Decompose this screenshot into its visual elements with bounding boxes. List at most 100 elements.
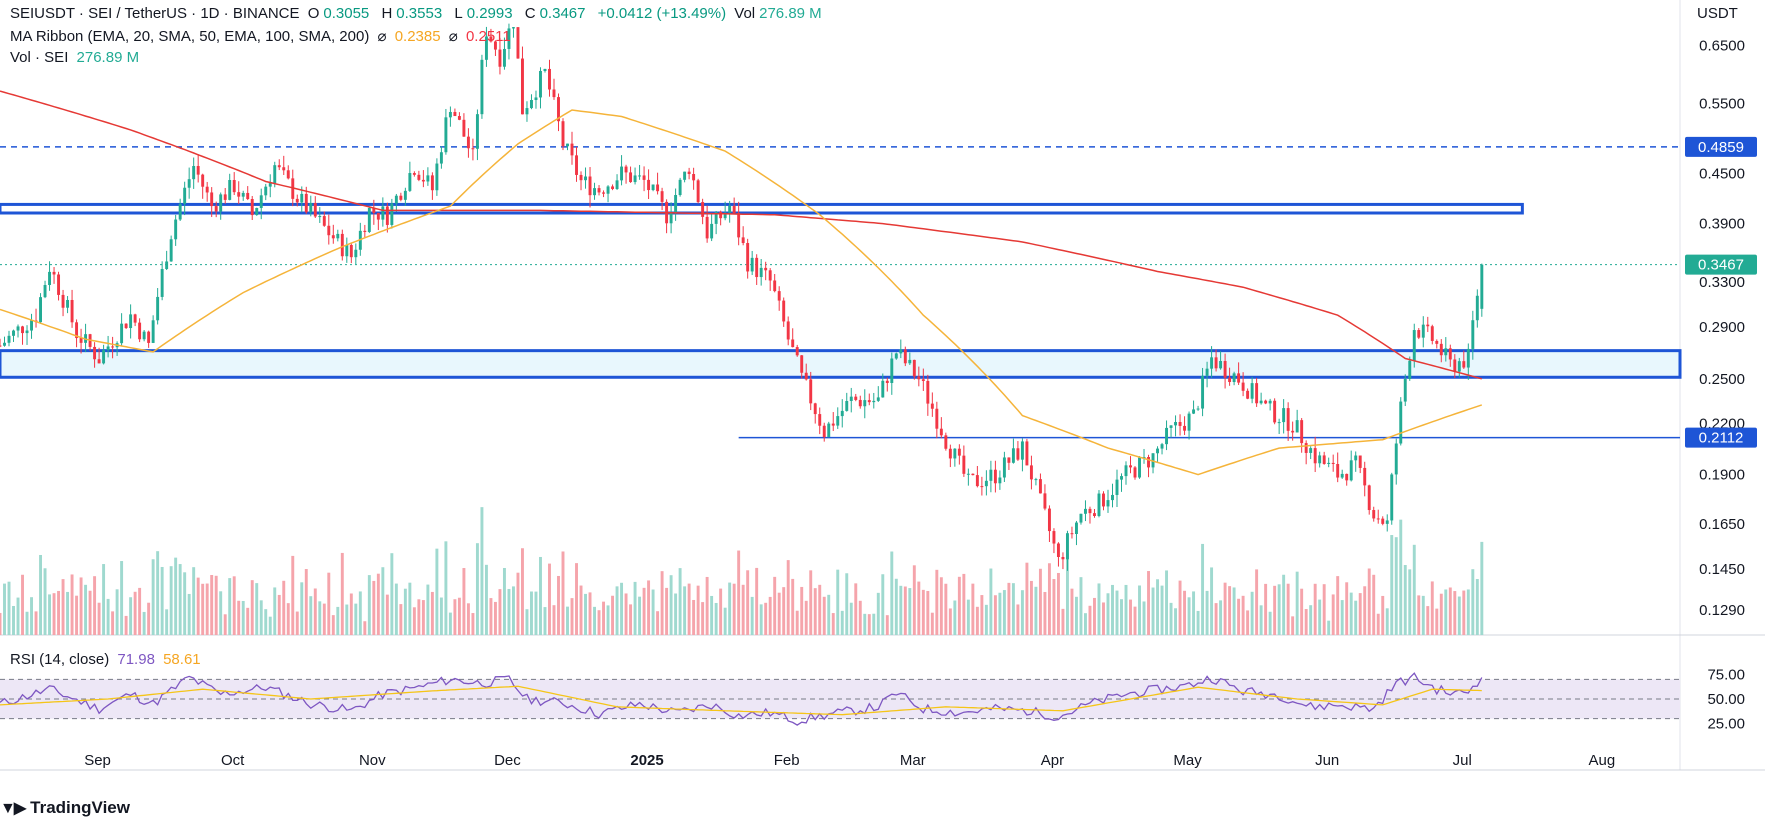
price-level-tag xyxy=(1685,136,1757,157)
volume-bar xyxy=(647,580,651,635)
volume-bar xyxy=(1106,593,1110,635)
candle xyxy=(124,323,128,329)
volume-bar xyxy=(84,584,88,635)
volume-bar xyxy=(795,610,799,635)
candle xyxy=(863,400,867,407)
volume-bar xyxy=(462,568,466,635)
candle xyxy=(385,206,389,225)
volume-bar xyxy=(1056,572,1060,635)
volume-bar xyxy=(746,570,750,635)
candle xyxy=(1354,455,1358,461)
candle xyxy=(466,136,470,149)
ma-value-2: 0.2511 xyxy=(465,28,511,45)
candle xyxy=(1291,430,1295,433)
candle xyxy=(984,480,988,487)
support-resistance-zone xyxy=(0,202,1524,215)
volume-bar xyxy=(696,585,700,635)
time-tick-label: Aug xyxy=(1589,752,1616,769)
price-tick-label: 0.4500 xyxy=(1699,166,1745,183)
rsi-tick-label: 50.00 xyxy=(1707,691,1745,708)
candle xyxy=(1174,421,1178,426)
volume-bar xyxy=(1318,599,1322,635)
rsi-line xyxy=(0,672,1483,726)
volume-bar xyxy=(822,596,826,635)
ma-value-1: 0.2385 xyxy=(394,28,441,45)
volume-bar xyxy=(872,613,876,635)
price-tick-label: 0.2500 xyxy=(1699,371,1745,388)
volume-bar xyxy=(858,600,862,635)
ma-ribbon-legend: MA Ribbon (EMA, 20, SMA, 50, EMA, 100, S… xyxy=(10,27,515,45)
volume-bar xyxy=(273,587,277,635)
hidden-eye-icon-2[interactable]: ⌀ xyxy=(448,28,458,45)
candle xyxy=(687,171,691,175)
volume-bar xyxy=(1367,568,1371,635)
volume-bar xyxy=(1268,611,1272,635)
candle xyxy=(426,175,430,182)
volume-bar xyxy=(79,577,83,635)
candle xyxy=(669,212,673,224)
vol-label: Vol xyxy=(734,5,756,22)
candle xyxy=(1426,324,1430,327)
candle xyxy=(1259,400,1263,404)
candle xyxy=(552,89,556,98)
candle xyxy=(1124,465,1128,477)
volume-bar xyxy=(381,567,385,635)
volume-bar xyxy=(165,609,169,635)
candle xyxy=(656,184,660,192)
candle xyxy=(1106,500,1110,507)
candle xyxy=(1056,543,1060,557)
candle xyxy=(993,469,997,484)
candle xyxy=(1322,455,1326,464)
candle xyxy=(539,70,542,98)
candle xyxy=(813,403,817,415)
volume-bar xyxy=(187,593,191,635)
candle xyxy=(1187,413,1191,431)
candle xyxy=(304,193,308,213)
rsi-ma-value: 58.61 xyxy=(163,651,201,668)
candle xyxy=(1214,357,1218,369)
candle xyxy=(899,349,903,354)
volume-bar xyxy=(912,565,916,635)
candle xyxy=(593,188,596,196)
volume-legend: Vol · SEI 276.89 M xyxy=(10,49,143,66)
candle xyxy=(277,165,281,168)
volume-bar xyxy=(530,591,533,635)
currency-label: USDT xyxy=(1697,5,1738,22)
volume-bar xyxy=(674,593,678,635)
candle xyxy=(1264,400,1268,404)
candle xyxy=(800,355,804,373)
open-value: 0.3055 xyxy=(323,5,370,22)
volume-bar xyxy=(426,584,430,635)
volume-bar xyxy=(30,597,33,635)
volume-bar xyxy=(390,553,394,635)
volume-bar xyxy=(1002,590,1006,635)
close-value: 0.3467 xyxy=(539,5,586,22)
volume-bar xyxy=(142,611,146,635)
candle xyxy=(1390,474,1394,521)
volume-bar xyxy=(975,606,979,635)
candle xyxy=(309,203,313,213)
volume-bar xyxy=(1029,580,1033,635)
volume-bar xyxy=(16,597,20,635)
candle xyxy=(70,299,74,323)
candle xyxy=(502,48,506,67)
volume-bar xyxy=(174,557,178,635)
candle xyxy=(710,223,714,239)
candle xyxy=(165,261,169,270)
volume-bar xyxy=(1241,595,1245,635)
candle xyxy=(349,244,353,258)
volume-bar xyxy=(584,593,587,635)
candle xyxy=(705,216,709,239)
volume-bar xyxy=(1142,601,1146,635)
volume-bar xyxy=(147,602,151,635)
volume-bar xyxy=(935,569,939,635)
hidden-eye-icon[interactable]: ⌀ xyxy=(377,28,387,45)
volume-bar xyxy=(1084,613,1087,635)
volume-bar xyxy=(588,592,592,635)
volume-bar xyxy=(399,604,403,635)
candle xyxy=(1277,422,1281,424)
candle xyxy=(430,175,434,191)
volume-bar xyxy=(480,507,484,635)
volume-bar xyxy=(435,548,439,635)
